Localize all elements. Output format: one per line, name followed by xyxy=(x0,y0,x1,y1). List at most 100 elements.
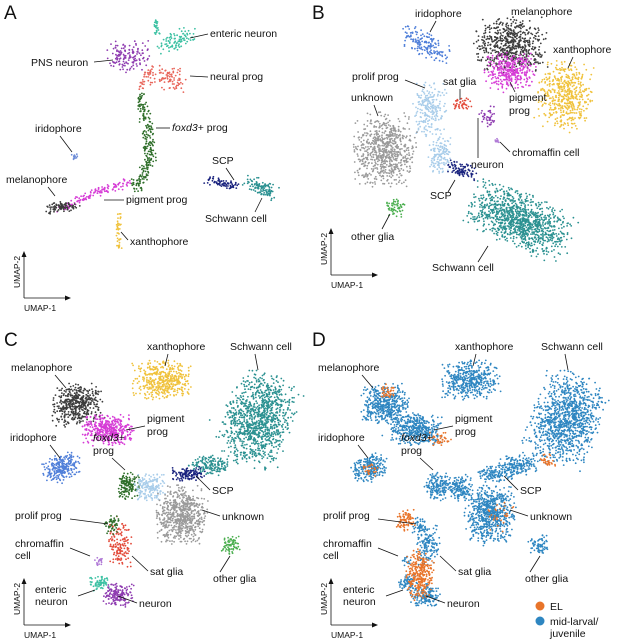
cell-point-prolif-prog xyxy=(432,141,435,143)
cell-point-prolif-prog xyxy=(424,81,427,84)
cell-point-unknown xyxy=(381,165,384,168)
cell-point-enteric-neuron xyxy=(176,34,179,37)
cell-point-xanthophore xyxy=(554,106,557,109)
cell-point-unknown xyxy=(366,167,368,170)
cell-point-prolif-prog xyxy=(432,149,435,152)
cell-point-schwann-cell xyxy=(535,204,538,207)
cell-point-sat-glia xyxy=(461,100,464,102)
cell-point-melanophore xyxy=(493,27,496,29)
cell-point-other-glia xyxy=(396,200,399,203)
cell-point-pigment-prog xyxy=(68,206,71,209)
cell-point-unknown xyxy=(382,142,385,145)
cell-point-schwann-cell xyxy=(528,193,531,196)
cell-point-scp xyxy=(449,159,452,162)
cell-point-neural-prog xyxy=(161,78,164,80)
cell-point-pigment-prog xyxy=(113,186,115,189)
cell-point-schwann-cell xyxy=(546,206,548,209)
cell-point-xanthophore xyxy=(562,82,564,84)
cell-point-pns-neuron xyxy=(117,50,120,53)
cell-point-neural-prog xyxy=(151,81,154,84)
cell-point-melanophore xyxy=(493,60,495,62)
cell-point-pns-neuron xyxy=(148,55,151,57)
cell-point-foxd3-prog xyxy=(149,150,152,153)
cell-point-neural-prog xyxy=(141,87,144,89)
cell-point-unknown xyxy=(398,179,401,182)
cell-point-unknown xyxy=(367,146,369,148)
cell-point-pigment-prog xyxy=(76,200,78,203)
cell-point-unknown xyxy=(379,174,381,177)
cell-point-unknown xyxy=(392,127,395,130)
cell-point-prolif-prog xyxy=(421,99,424,102)
cell-point-neuron xyxy=(493,112,495,115)
cell-point-pigment-prog xyxy=(509,71,512,74)
cell-point-schwann-cell xyxy=(247,174,249,177)
cell-point-iridophore xyxy=(434,42,436,45)
cell-point-pigment-prog xyxy=(501,67,503,69)
cell-point-pigment-prog xyxy=(506,55,509,58)
cell-point-melanophore xyxy=(51,206,53,209)
cell-point-pigment-prog xyxy=(487,64,490,67)
cell-point-pigment-prog xyxy=(490,78,493,80)
cell-point-neuron xyxy=(493,105,495,108)
cell-point-melanophore xyxy=(483,51,486,54)
cell-point-xanthophore xyxy=(555,103,558,106)
cell-point-enteric-neuron xyxy=(194,27,196,30)
cell-point-melanophore xyxy=(70,209,72,212)
cell-point-melanophore xyxy=(531,33,534,36)
cell-point-enteric-neuron xyxy=(168,42,171,44)
cell-point-melanophore xyxy=(477,56,480,58)
cell-point-melanophore xyxy=(505,23,508,26)
cell-point-prolif-prog xyxy=(427,125,430,128)
cell-point-prolif-prog xyxy=(436,160,438,163)
cell-point-prolif-prog xyxy=(430,86,433,89)
cell-point-unknown xyxy=(396,155,399,158)
cell-point-melanophore xyxy=(525,51,528,53)
cell-point-unknown xyxy=(352,143,355,146)
cell-point-foxd3-prog xyxy=(145,154,148,157)
cell-point-xanthophore xyxy=(571,78,574,81)
cell-point-xanthophore xyxy=(573,112,576,114)
cell-point-melanophore xyxy=(537,31,539,34)
cell-point-foxd3-prog xyxy=(147,129,150,132)
cell-point-foxd3-prog xyxy=(145,138,148,141)
cell-point-unknown xyxy=(363,123,366,126)
cell-point-prolif-prog xyxy=(421,120,424,123)
cell-point-melanophore xyxy=(534,51,537,54)
cell-point-schwann-cell xyxy=(508,197,510,200)
cell-point-pns-neuron xyxy=(141,52,144,55)
cell-point-schwann-cell xyxy=(548,224,551,226)
cell-point-schwann-cell xyxy=(496,213,498,215)
cell-point-iridophore xyxy=(410,38,412,41)
cell-point-melanophore xyxy=(540,55,543,58)
cell-point-foxd3-prog xyxy=(149,128,152,131)
cell-point-foxd3-prog xyxy=(145,101,148,104)
cell-point-melanophore xyxy=(500,21,502,24)
cell-point-unknown xyxy=(413,136,416,139)
cell-point-pigment-prog xyxy=(528,61,530,64)
cell-point-schwann-cell xyxy=(563,217,565,220)
cell-point-enteric-neuron xyxy=(180,38,183,41)
cell-point-schwann-cell xyxy=(536,218,539,221)
cell-point-schwann-cell xyxy=(553,256,556,258)
cell-point-iridophore xyxy=(438,59,441,62)
cell-point-xanthophore xyxy=(559,115,562,117)
cell-point-foxd3-prog xyxy=(143,176,146,179)
cell-point-neural-prog xyxy=(162,72,165,75)
cell-point-schwann-cell xyxy=(540,230,543,232)
cell-point-schwann-cell xyxy=(484,181,487,184)
cell-point-xanthophore xyxy=(544,81,547,83)
cell-point-neural-prog xyxy=(163,81,166,83)
cell-point-melanophore xyxy=(513,40,516,42)
cell-point-schwann-cell xyxy=(502,196,505,199)
cell-point-unknown xyxy=(391,147,394,149)
cell-point-xanthophore xyxy=(117,228,120,231)
cell-point-unknown xyxy=(367,178,370,180)
cell-point-xanthophore xyxy=(583,63,585,66)
cell-point-iridophore xyxy=(415,33,418,36)
cell-point-iridophore xyxy=(402,27,404,30)
cell-point-melanophore xyxy=(504,29,507,32)
cell-point-foxd3-prog xyxy=(145,147,148,150)
cell-point-prolif-prog xyxy=(436,128,438,131)
cell-point-schwann-cell xyxy=(548,215,550,218)
cell-point-schwann-cell xyxy=(541,213,544,216)
